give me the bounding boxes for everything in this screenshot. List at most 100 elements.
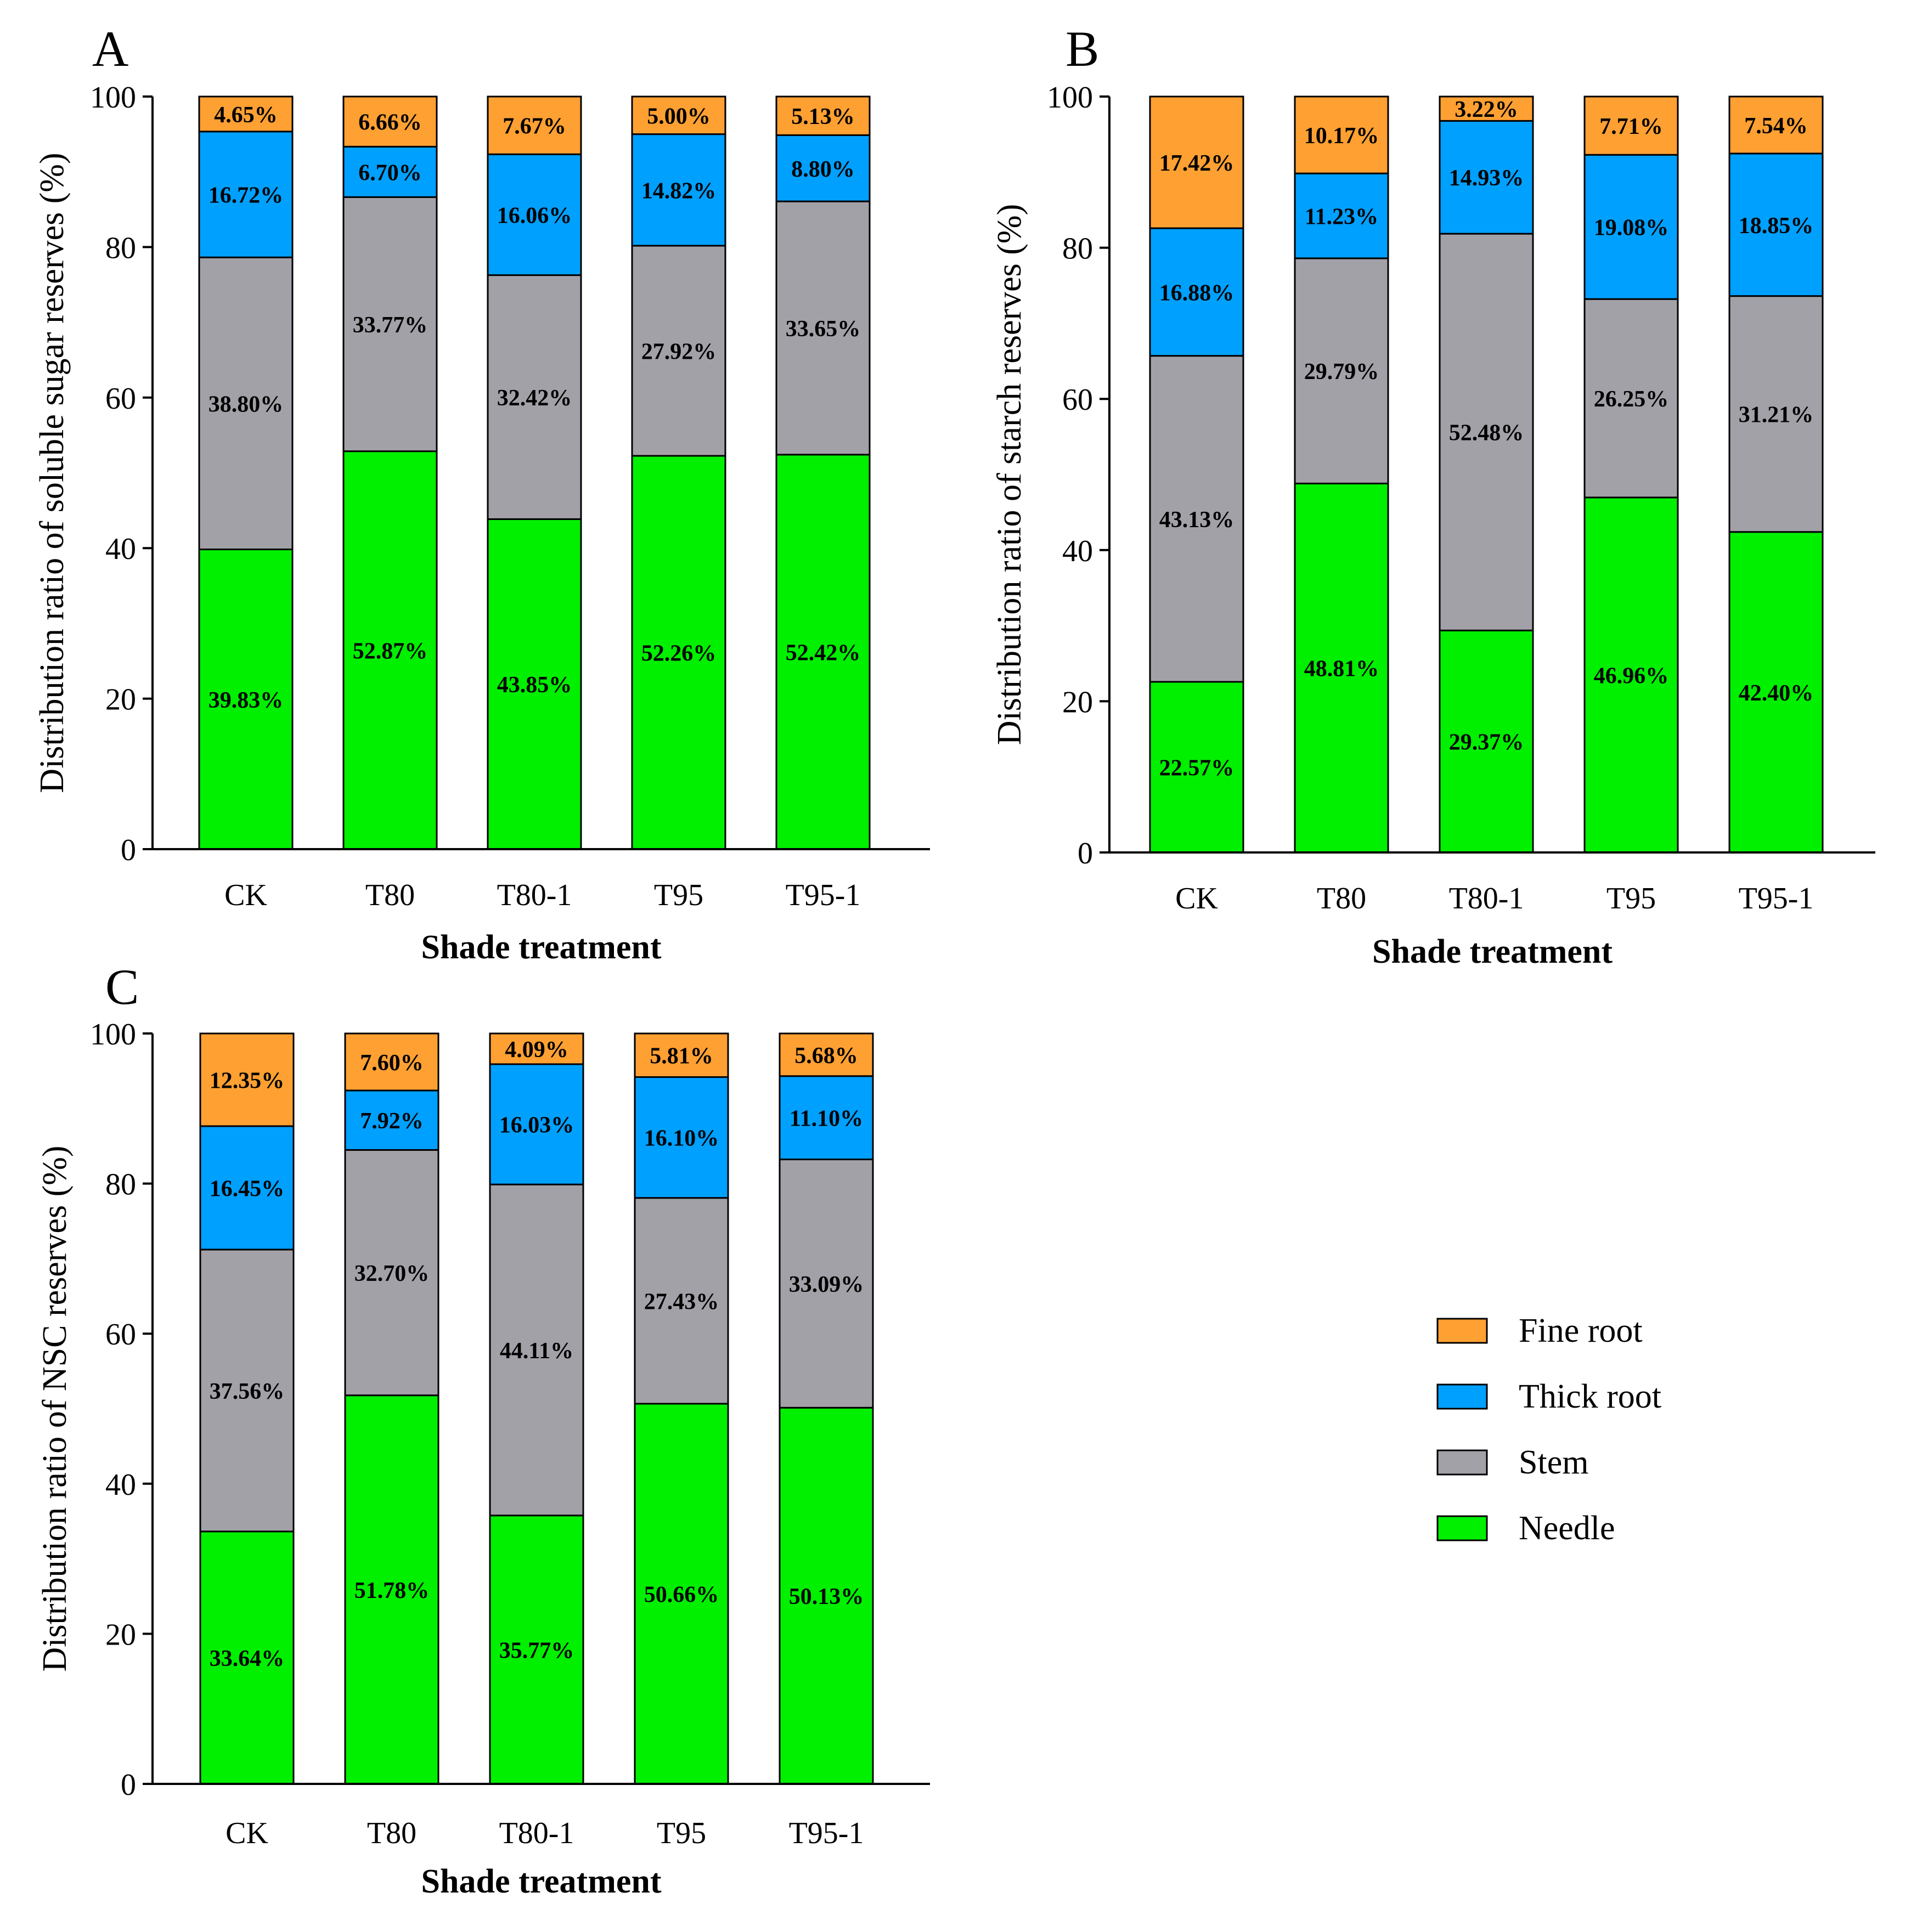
y-tick-label-b-40: 40 — [1062, 534, 1093, 568]
bar-b-t80-1-fine-root — [1439, 95, 1534, 122]
data-label-b-t95-fine-root: 7.71% — [1599, 114, 1663, 139]
bar-c-t80-thick-root — [344, 1089, 439, 1151]
bar-c-t95-stem — [634, 1197, 729, 1405]
panel-letter-c: C — [105, 959, 139, 1015]
bar-b-t95-1-stem — [1728, 295, 1824, 533]
data-label-a-t95-stem: 27.92% — [641, 339, 717, 364]
bar-a-t95-1-stem — [775, 200, 871, 456]
bar-c-t95-1-stem — [779, 1159, 874, 1409]
y-tick-label-b-60: 60 — [1062, 383, 1093, 417]
x-axis-title-c: Shade treatment — [421, 1863, 662, 1900]
bar-a-t80-needle — [342, 450, 438, 850]
bar-b-t95-1-thick-root — [1728, 152, 1824, 297]
data-label-a-t95-needle: 52.26% — [641, 641, 717, 666]
data-label-b-ck-stem: 43.13% — [1159, 507, 1234, 533]
legend-swatch-thick-root — [1436, 1383, 1488, 1410]
bar-c-t80-fine-root — [344, 1032, 439, 1092]
x-tick-label-a-t80-1: T80-1 — [497, 878, 572, 912]
data-label-c-t95-thick-root: 16.10% — [644, 1126, 719, 1151]
x-tick-label-c-t95-1: T95-1 — [789, 1816, 864, 1850]
legend-label-fine-root: Fine root — [1519, 1312, 1643, 1349]
legend-swatch-fine-root — [1436, 1318, 1488, 1344]
data-label-c-t95-1-thick-root: 11.10% — [790, 1106, 863, 1132]
y-tick-label-a-0: 0 — [121, 833, 136, 867]
data-label-b-ck-thick-root: 16.88% — [1159, 280, 1234, 306]
bar-a-ck-stem — [198, 256, 294, 551]
data-label-a-t80-stem: 33.77% — [353, 313, 428, 338]
data-label-b-ck-needle: 22.57% — [1159, 755, 1234, 781]
y-tick-label-b-80: 80 — [1062, 232, 1093, 266]
data-label-c-t95-fine-root: 5.81% — [650, 1044, 713, 1069]
bar-b-ck-stem — [1149, 355, 1244, 683]
charts: A 39.83% 38.80% 16.72% 4.65% CK 52.87% 33.77% 6.… — [33, 21, 1875, 1900]
bar-b-ck-thick-root — [1149, 227, 1244, 357]
bar-b-t95-needle — [1583, 496, 1679, 854]
legend-label-stem: Stem — [1519, 1444, 1588, 1481]
data-label-a-t80-1-needle: 43.85% — [497, 673, 572, 698]
y-tick-label-a-100: 100 — [90, 81, 136, 115]
bar-a-t95-fine-root — [631, 95, 726, 135]
bar-a-t80-stem — [342, 196, 438, 453]
x-tick-label-a-t95-1: T95-1 — [786, 878, 861, 912]
y-tick-label-b-100: 100 — [1047, 81, 1093, 115]
data-label-a-ck-thick-root: 16.72% — [208, 183, 284, 208]
data-label-c-t95-stem: 27.43% — [644, 1289, 719, 1314]
x-tick-label-c-ck: CK — [226, 1816, 268, 1850]
x-axis-title-a: Shade treatment — [421, 929, 662, 966]
bar-a-t80-1-fine-root — [487, 95, 582, 155]
bar-c-t80-1-fine-root — [489, 1032, 584, 1065]
bar-b-t80-thick-root — [1294, 172, 1389, 259]
panel-letter-b: B — [1066, 21, 1099, 77]
data-label-b-t95-stem: 26.25% — [1594, 387, 1669, 412]
data-label-b-t95-needle: 46.96% — [1594, 663, 1669, 688]
y-tick-label-a-80: 80 — [105, 231, 136, 265]
legend-entry-fine-root: Fine root — [1436, 1312, 1643, 1349]
data-label-b-t80-1-needle: 29.37% — [1449, 730, 1524, 755]
data-label-c-t80-stem: 32.70% — [354, 1261, 430, 1286]
data-label-c-ck-needle: 33.64% — [210, 1646, 285, 1671]
legend-entry-needle: Needle — [1436, 1510, 1615, 1547]
bar-b-t80-needle — [1294, 482, 1389, 854]
chart-panel-c: C 33.64% 37.56% 16.45% 12.35% CK 51.78% 32.70% 7… — [36, 959, 930, 1900]
y-tick-label-b-20: 20 — [1062, 685, 1093, 719]
data-label-c-t80-needle: 51.78% — [354, 1578, 430, 1603]
data-label-c-ck-thick-root: 16.45% — [210, 1176, 285, 1201]
bar-b-t80-stem — [1294, 257, 1389, 484]
data-label-a-t95-thick-root: 14.82% — [641, 178, 717, 204]
data-label-a-t80-thick-root: 6.70% — [358, 160, 422, 185]
legend-swatch-needle — [1436, 1515, 1488, 1541]
bar-a-t95-needle — [631, 455, 726, 850]
bar-b-t95-stem — [1583, 298, 1679, 499]
data-label-a-t80-needle: 52.87% — [353, 639, 428, 664]
y-tick-label-c-100: 100 — [90, 1018, 136, 1052]
bar-b-t95-fine-root — [1583, 95, 1679, 156]
x-tick-label-a-t80: T80 — [365, 878, 415, 912]
bar-b-t80-fine-root — [1294, 95, 1389, 174]
legend-entry-stem: Stem — [1436, 1444, 1588, 1481]
data-label-c-t95-1-fine-root: 5.68% — [794, 1043, 858, 1069]
data-label-b-t80-1-fine-root: 3.22% — [1455, 97, 1518, 122]
data-label-c-t80-1-fine-root: 4.09% — [505, 1037, 568, 1063]
data-label-a-ck-stem: 38.80% — [208, 392, 284, 417]
bar-c-t80-1-stem — [489, 1183, 584, 1517]
data-label-b-t80-needle: 48.81% — [1304, 657, 1379, 682]
data-label-c-ck-fine-root: 12.35% — [210, 1068, 285, 1093]
data-label-a-t95-1-stem: 33.65% — [786, 317, 861, 342]
data-label-a-t80-fine-root: 6.66% — [358, 110, 422, 135]
data-label-c-t80-thick-root: 7.92% — [360, 1109, 424, 1134]
bar-c-t80-1-needle — [489, 1515, 584, 1785]
bar-c-t95-fine-root — [634, 1032, 729, 1078]
bar-a-t95-1-needle — [775, 454, 871, 850]
y-tick-label-c-0: 0 — [121, 1768, 136, 1802]
bar-a-t80-1-thick-root — [487, 153, 582, 276]
data-label-a-ck-needle: 39.83% — [208, 688, 284, 713]
y-axis-title-b: Distribution ratio of starch reserves (%… — [991, 204, 1028, 745]
bar-a-t95-1-fine-root — [775, 95, 871, 136]
y-tick-label-c-20: 20 — [105, 1618, 136, 1652]
bar-c-t95-needle — [634, 1403, 729, 1785]
data-label-b-t80-1-thick-root: 14.93% — [1449, 166, 1524, 191]
y-tick-label-a-20: 20 — [105, 683, 136, 717]
bar-c-ck-thick-root — [199, 1125, 295, 1251]
data-label-b-t80-thick-root: 11.23% — [1305, 205, 1378, 230]
bar-b-ck-needle — [1149, 681, 1244, 854]
